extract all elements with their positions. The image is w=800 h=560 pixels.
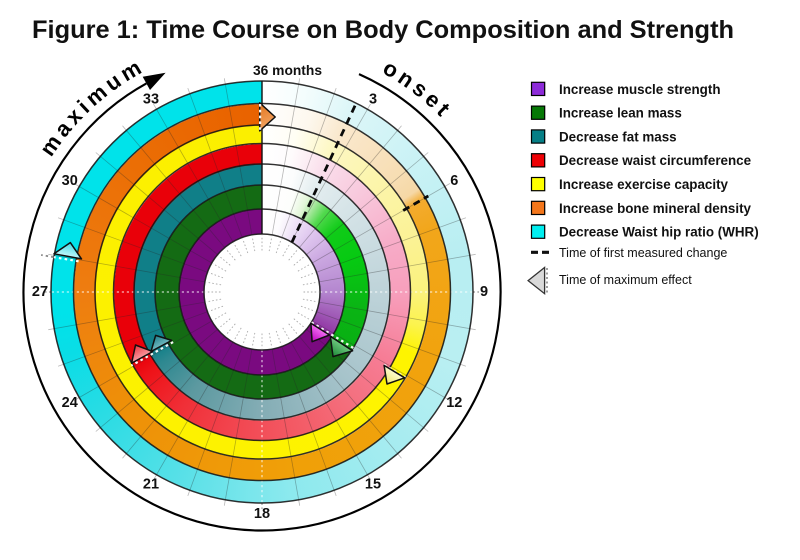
svg-text:27: 27 xyxy=(32,284,48,300)
svg-text:12: 12 xyxy=(446,395,462,411)
svg-text:Decrease fat mass: Decrease fat mass xyxy=(559,129,677,144)
svg-text:Increase muscle strength: Increase muscle strength xyxy=(559,82,721,97)
svg-text:3: 3 xyxy=(369,92,377,108)
svg-text:15: 15 xyxy=(365,476,381,492)
svg-text:Time of first measured change: Time of first measured change xyxy=(559,246,727,260)
svg-text:6: 6 xyxy=(450,173,458,189)
svg-text:Decrease waist circumference: Decrease waist circumference xyxy=(559,153,751,168)
svg-text:36 months: 36 months xyxy=(253,63,322,78)
svg-text:Decrease Waist hip ratio (WHR): Decrease Waist hip ratio (WHR) xyxy=(559,225,759,240)
svg-text:maximum: maximum xyxy=(35,53,149,161)
svg-text:18: 18 xyxy=(254,506,270,522)
svg-text:21: 21 xyxy=(143,476,159,492)
svg-text:Increase exercise capacity: Increase exercise capacity xyxy=(559,177,729,192)
svg-text:33: 33 xyxy=(143,92,159,108)
svg-text:Increase lean mass: Increase lean mass xyxy=(559,106,682,121)
svg-text:onset: onset xyxy=(379,55,458,124)
svg-text:30: 30 xyxy=(62,173,78,189)
svg-text:24: 24 xyxy=(62,395,78,411)
svg-text:Time of maximum effect: Time of maximum effect xyxy=(559,273,692,287)
svg-text:Increase bone mineral density: Increase bone mineral density xyxy=(559,201,752,216)
svg-text:9: 9 xyxy=(480,284,488,300)
